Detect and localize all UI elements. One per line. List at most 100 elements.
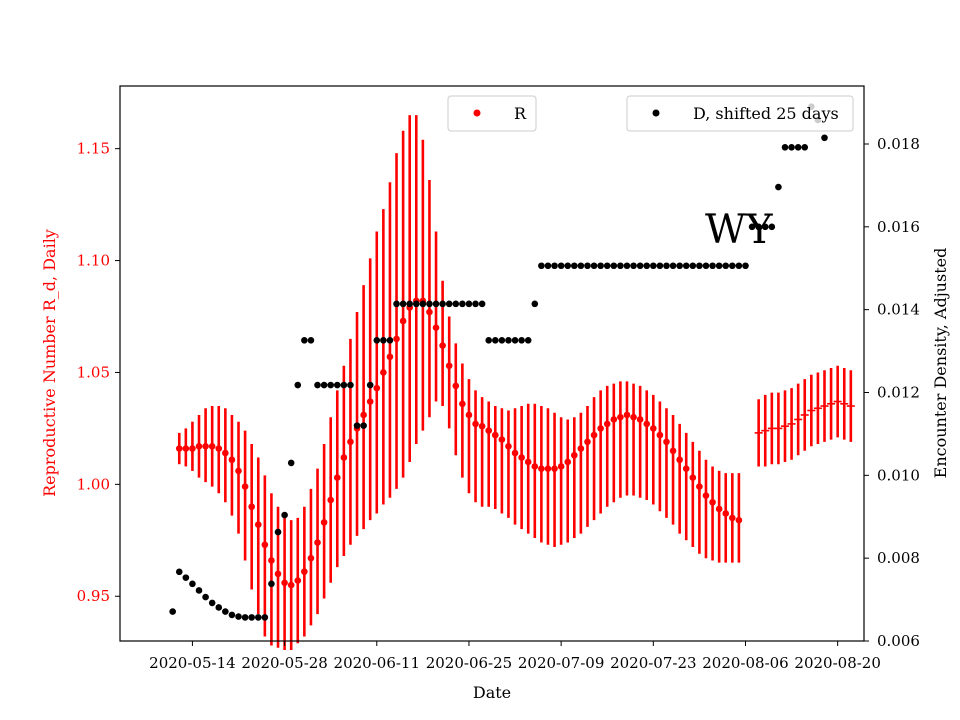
r-point xyxy=(571,451,578,459)
d-point xyxy=(617,262,624,270)
d-point xyxy=(663,262,670,270)
r-point xyxy=(557,463,565,470)
r-point xyxy=(380,369,387,376)
d-point xyxy=(801,144,809,151)
r-point xyxy=(498,436,506,443)
d-point xyxy=(189,580,196,588)
r-point xyxy=(294,577,302,584)
d-point xyxy=(465,300,473,308)
right-y-tick-label: 0.006 xyxy=(877,632,920,650)
d-point xyxy=(208,599,216,607)
d-point xyxy=(551,262,558,270)
r-point xyxy=(301,568,308,575)
d-point xyxy=(274,528,282,536)
d-point xyxy=(571,262,578,270)
r-point xyxy=(472,420,479,428)
d-point xyxy=(761,223,769,231)
r-point xyxy=(696,483,703,490)
x-tick-label: 2020-07-09 xyxy=(518,654,604,672)
left-y-tick-label: 1.15 xyxy=(77,140,110,158)
d-point xyxy=(505,337,512,344)
d-point xyxy=(386,337,394,344)
right-y-tick-label: 0.018 xyxy=(877,135,920,153)
d-point xyxy=(603,262,611,270)
r-point xyxy=(650,425,657,432)
r-point xyxy=(643,420,651,428)
d-point xyxy=(788,144,795,151)
r-point xyxy=(248,503,255,511)
d-point xyxy=(564,262,572,270)
d-point xyxy=(333,381,341,389)
d-point xyxy=(715,262,723,270)
r-point xyxy=(636,416,644,423)
left-y-axis-title: Reproductive Number R_d, Daily xyxy=(40,229,59,497)
x-tick-label: 2020-05-14 xyxy=(149,654,235,672)
r-point xyxy=(459,400,466,408)
d-point xyxy=(755,223,762,231)
d-point xyxy=(557,262,565,270)
r-point xyxy=(307,554,315,562)
r-point xyxy=(669,447,677,455)
d-point xyxy=(406,300,414,308)
d-point xyxy=(577,262,585,270)
d-point xyxy=(498,337,506,344)
d-point xyxy=(202,593,209,601)
d-point xyxy=(709,262,716,270)
d-point xyxy=(215,604,223,611)
r-point xyxy=(538,465,545,472)
legend-d-box xyxy=(626,95,854,132)
d-point xyxy=(320,381,328,389)
r-point xyxy=(314,539,321,546)
r-point xyxy=(281,579,288,587)
state-annotation: WY xyxy=(705,207,773,253)
r-point xyxy=(254,521,262,528)
d-point xyxy=(314,381,321,389)
d-point xyxy=(307,337,315,344)
d-point xyxy=(689,262,697,270)
r-point xyxy=(544,465,552,472)
legend-r-label: R xyxy=(514,104,527,123)
d-point xyxy=(235,613,242,620)
d-point xyxy=(419,300,427,308)
d-point xyxy=(676,262,683,270)
r-point xyxy=(617,413,624,421)
d-point xyxy=(360,422,367,429)
r-point xyxy=(320,519,328,526)
x-tick-label: 2020-05-28 xyxy=(241,654,327,672)
d-point xyxy=(340,381,348,389)
r-point xyxy=(439,342,446,349)
d-point xyxy=(452,300,460,308)
right-y-tick-label: 0.010 xyxy=(877,466,920,484)
d-point xyxy=(781,144,789,151)
r-point xyxy=(577,445,585,452)
d-point xyxy=(294,381,302,389)
r-point xyxy=(333,474,341,481)
d-point xyxy=(597,262,604,270)
r-errorbars xyxy=(177,115,853,650)
d-point xyxy=(399,300,407,308)
legend-d-marker xyxy=(652,109,660,117)
d-point xyxy=(544,262,552,270)
r-point xyxy=(445,362,453,370)
legend-r: R xyxy=(447,95,537,132)
r-point xyxy=(590,431,598,439)
r-point xyxy=(478,422,486,430)
x-tick-label: 2020-06-25 xyxy=(426,654,512,672)
r-point xyxy=(485,427,493,434)
d-point xyxy=(439,300,446,308)
r-point xyxy=(340,454,348,461)
r-point xyxy=(215,445,223,452)
r-point xyxy=(222,449,229,457)
r-point xyxy=(366,398,374,405)
d-point xyxy=(742,262,749,270)
d-point xyxy=(623,262,631,270)
d-point xyxy=(472,300,479,308)
r-point xyxy=(235,467,242,475)
d-point xyxy=(287,459,295,467)
d-point xyxy=(222,608,229,615)
r-markers xyxy=(175,297,855,589)
r-point xyxy=(584,438,591,446)
d-point xyxy=(656,262,664,270)
d-point xyxy=(195,587,203,594)
r-point xyxy=(347,438,354,446)
